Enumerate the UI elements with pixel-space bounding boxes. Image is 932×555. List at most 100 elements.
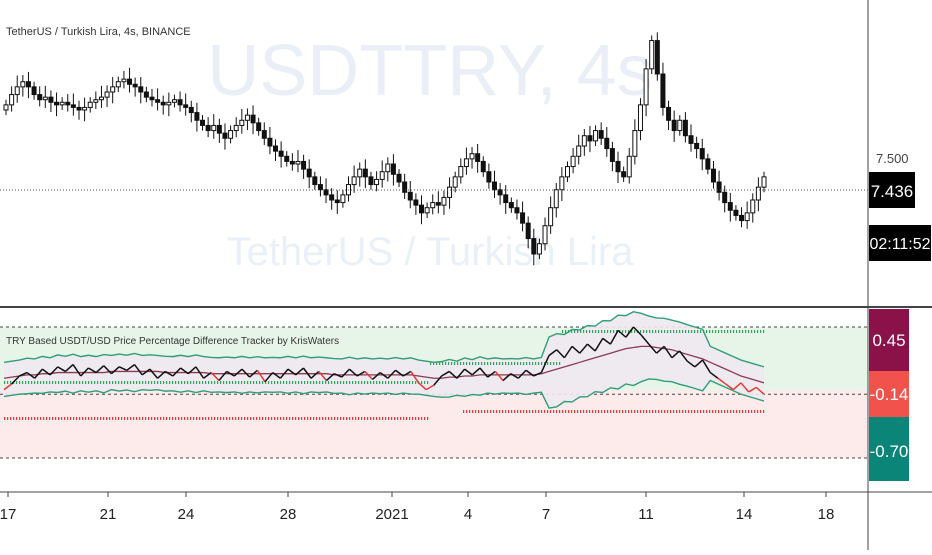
min-marker xyxy=(49,417,51,420)
diff-line-segment xyxy=(540,355,550,373)
min-marker xyxy=(742,410,744,413)
candle-body xyxy=(340,194,346,204)
diff-line-segment xyxy=(425,384,435,391)
min-marker xyxy=(751,410,753,413)
diff-line-segment xyxy=(556,349,565,359)
min-marker xyxy=(679,410,681,413)
min-marker xyxy=(760,410,762,413)
min-marker xyxy=(421,417,423,420)
watermark-symbol: USDTTRY, 4s xyxy=(207,31,652,111)
diff-line-segment xyxy=(686,360,696,368)
diff-line-segment xyxy=(533,371,542,377)
min-marker xyxy=(643,410,645,413)
min-marker xyxy=(622,410,624,413)
max-marker xyxy=(400,381,402,384)
min-marker xyxy=(415,417,417,420)
min-marker xyxy=(370,417,372,420)
price-pane-background[interactable] xyxy=(0,0,868,306)
time-tick-label: 2021 xyxy=(375,506,408,523)
min-marker xyxy=(649,410,651,413)
max-marker xyxy=(481,362,483,365)
max-marker xyxy=(697,330,699,333)
max-marker xyxy=(64,381,66,384)
min-marker xyxy=(145,417,147,420)
max-marker xyxy=(76,381,78,384)
max-marker xyxy=(736,330,738,333)
max-marker xyxy=(715,330,717,333)
min-marker xyxy=(376,417,378,420)
upper-band-line xyxy=(3,311,765,368)
candle-body xyxy=(93,99,99,103)
max-marker xyxy=(523,362,525,365)
min-marker xyxy=(544,410,546,413)
min-marker xyxy=(187,417,189,420)
diff-line-segment xyxy=(579,343,589,354)
min-marker xyxy=(607,410,609,413)
min-marker xyxy=(385,417,387,420)
min-marker xyxy=(577,410,579,413)
max-marker xyxy=(595,330,597,333)
min-marker xyxy=(196,417,198,420)
max-marker xyxy=(757,330,759,333)
max-marker xyxy=(511,362,513,365)
diff-line-segment xyxy=(19,371,28,377)
max-marker xyxy=(367,381,369,384)
diff-line-segment xyxy=(3,383,13,391)
candle-body xyxy=(727,202,733,211)
min-marker xyxy=(232,417,234,420)
min-marker xyxy=(130,417,132,420)
current-value-badge[interactable] xyxy=(869,371,909,417)
max-marker xyxy=(238,381,240,384)
diff-line-segment xyxy=(356,370,366,377)
lower-band-line xyxy=(3,378,765,409)
min-marker xyxy=(304,417,306,420)
upper-level-label: 0.45 xyxy=(872,331,905,350)
max-marker xyxy=(280,381,282,384)
max-marker xyxy=(529,362,531,365)
diff-line-segment xyxy=(464,368,473,376)
lower-level-badge[interactable] xyxy=(869,417,909,481)
candle-body xyxy=(59,101,65,106)
candle-body xyxy=(559,176,565,191)
max-marker xyxy=(193,381,195,384)
max-marker xyxy=(301,381,303,384)
diff-line-segment xyxy=(717,377,727,385)
min-marker xyxy=(646,410,648,413)
candle-body xyxy=(688,135,694,144)
min-marker xyxy=(184,417,186,420)
max-marker xyxy=(103,381,105,384)
diff-line-segment xyxy=(341,368,350,378)
diff-line-segment xyxy=(648,343,658,354)
max-marker xyxy=(604,330,606,333)
candle-body xyxy=(761,176,767,188)
candle-body xyxy=(733,209,739,216)
min-marker xyxy=(310,417,312,420)
min-marker xyxy=(70,417,72,420)
min-marker xyxy=(259,417,261,420)
max-marker xyxy=(319,381,321,384)
min-marker xyxy=(148,417,150,420)
min-marker xyxy=(91,417,93,420)
max-marker xyxy=(394,381,396,384)
time-axis[interactable]: 17 21 24 28 2021 4 7 11 14 18 xyxy=(0,492,834,523)
max-marker xyxy=(433,362,435,365)
candle-body xyxy=(115,81,121,88)
max-marker xyxy=(121,381,123,384)
min-marker xyxy=(706,410,708,413)
upper-level-badge[interactable] xyxy=(869,309,909,371)
last-price-badge[interactable] xyxy=(869,172,915,208)
min-marker xyxy=(721,410,723,413)
max-marker xyxy=(541,362,543,365)
min-marker xyxy=(199,417,201,420)
diff-line-segment xyxy=(456,368,466,379)
candle-body xyxy=(138,86,144,93)
max-marker xyxy=(181,381,183,384)
candle-body xyxy=(183,104,189,108)
diff-line-segment xyxy=(325,373,335,382)
candle-body xyxy=(469,153,475,160)
min-marker xyxy=(703,410,705,413)
candle-body xyxy=(177,99,183,106)
min-marker xyxy=(493,410,495,413)
max-marker xyxy=(28,381,30,384)
